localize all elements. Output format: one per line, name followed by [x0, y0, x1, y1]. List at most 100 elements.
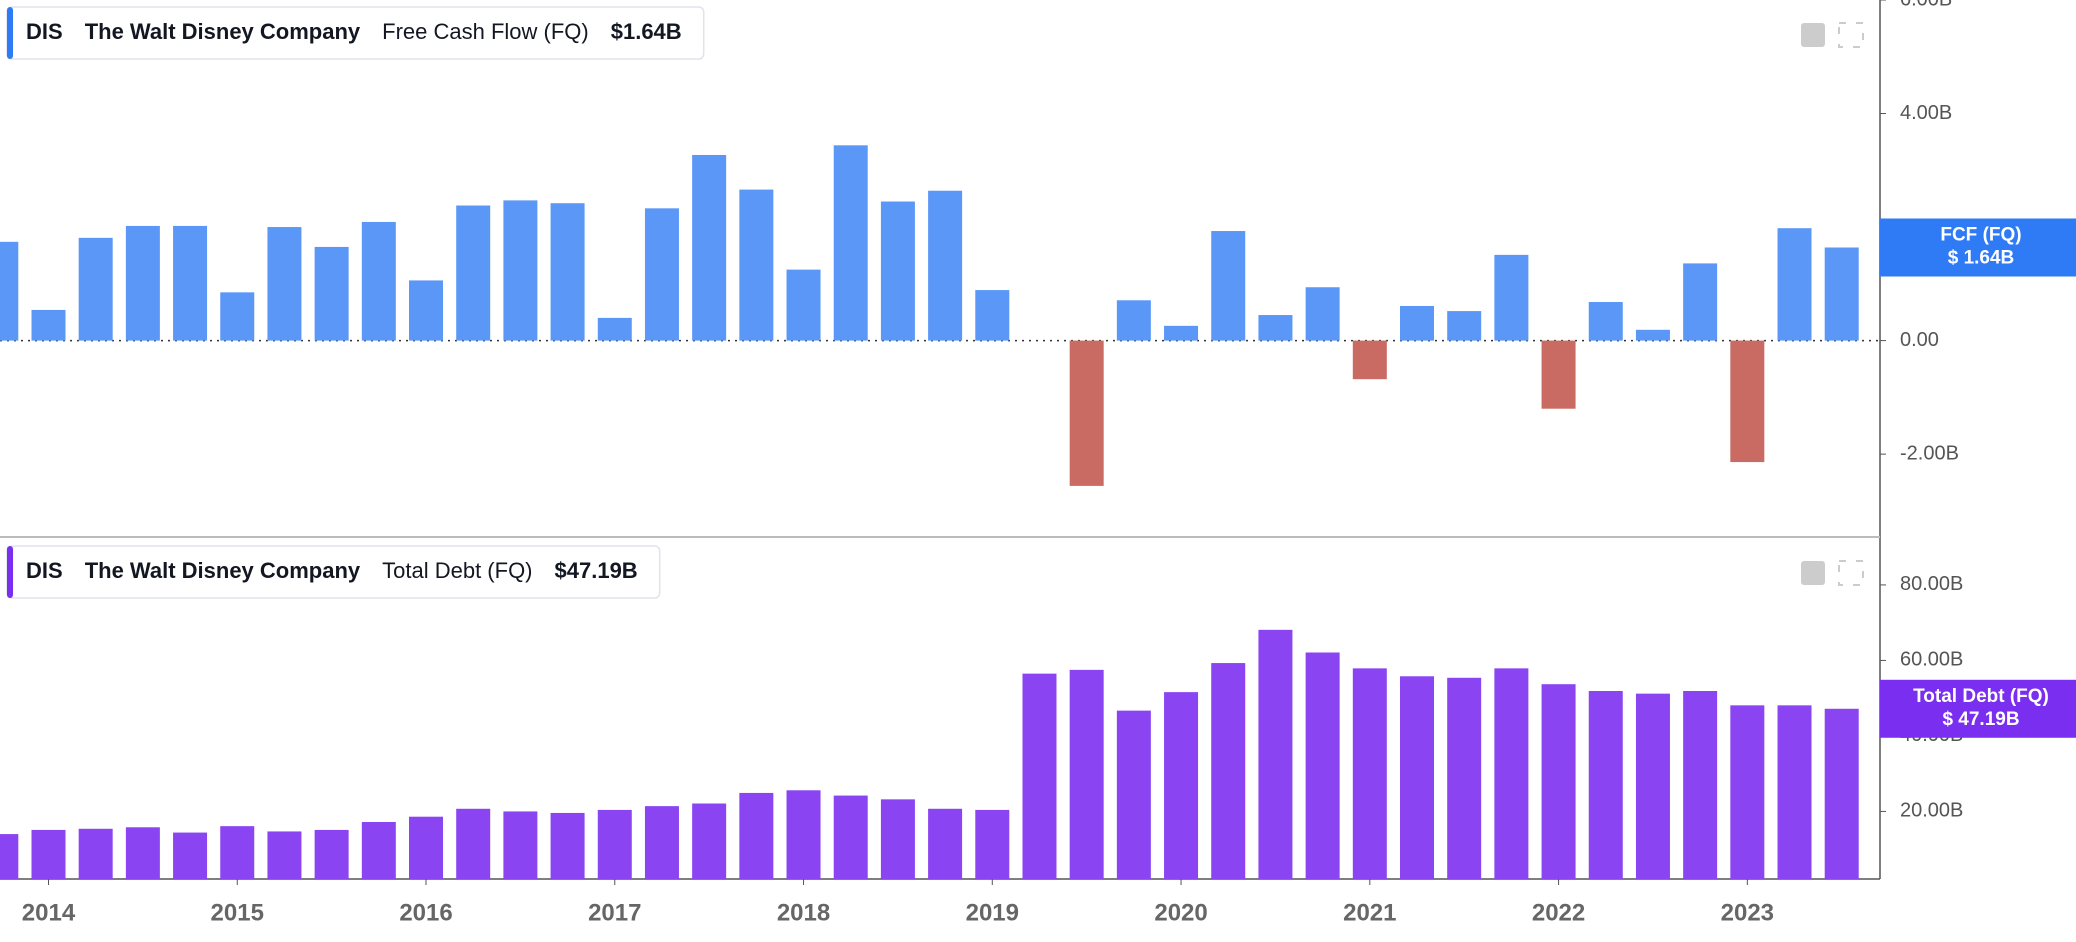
y-tick-label: 80.00B — [1900, 573, 1963, 595]
bar — [1116, 300, 1151, 341]
bar — [1305, 287, 1340, 341]
bar — [1352, 668, 1387, 879]
bar — [1541, 340, 1576, 409]
bar — [975, 809, 1010, 879]
bar — [1541, 684, 1576, 879]
x-tick-label: 2023 — [1721, 899, 1774, 926]
bar — [173, 225, 208, 341]
bar — [503, 200, 538, 341]
pane-icons — [1801, 22, 1864, 586]
bar — [975, 290, 1010, 341]
bar — [1447, 311, 1482, 341]
bar — [267, 227, 302, 341]
legend-metric: Total Debt (FQ) — [382, 558, 532, 583]
bar — [1305, 652, 1340, 879]
x-tick-label: 2014 — [22, 899, 76, 926]
bar — [1352, 340, 1387, 380]
bar — [1211, 231, 1246, 341]
bar — [1069, 340, 1104, 486]
bar — [739, 792, 774, 879]
bar — [503, 811, 538, 879]
bar — [692, 154, 727, 341]
y-tick-label: 4.00B — [1900, 102, 1952, 124]
bar — [456, 205, 491, 341]
bar — [1730, 340, 1765, 463]
bar — [361, 221, 396, 341]
bar — [314, 829, 349, 879]
bar — [1494, 668, 1529, 879]
bar — [1164, 692, 1199, 879]
bar — [597, 317, 632, 341]
bar — [550, 203, 585, 341]
fullscreen-icon[interactable] — [1838, 560, 1864, 586]
legend-latest: $47.19B — [555, 558, 638, 583]
bar — [1400, 305, 1434, 341]
bar — [550, 812, 585, 879]
bar — [1258, 315, 1293, 341]
download-icon[interactable] — [1801, 23, 1825, 47]
bar — [1022, 673, 1057, 879]
price-tag-name: Total Debt (FQ) — [1913, 686, 2049, 707]
bar — [833, 795, 868, 879]
bar — [1400, 676, 1434, 879]
legend-metric: Free Cash Flow (FQ) — [382, 19, 589, 44]
move-icon[interactable] — [1801, 561, 1825, 585]
bar — [880, 799, 915, 879]
x-tick-label: 2020 — [1154, 899, 1207, 926]
legend-ticker: DIS — [26, 19, 63, 44]
bar — [0, 834, 19, 879]
bar — [1777, 228, 1812, 341]
bar — [1824, 708, 1859, 879]
bar — [1116, 710, 1151, 879]
y-tick-label: 20.00B — [1900, 800, 1963, 822]
x-tick-label: 2021 — [1343, 899, 1396, 926]
x-tick-label: 2019 — [966, 899, 1019, 926]
bar — [78, 237, 113, 341]
bar — [125, 827, 160, 879]
bar — [1164, 325, 1199, 341]
x-tick-label: 2018 — [777, 899, 830, 926]
legend-latest: $1.64B — [611, 19, 682, 44]
bar — [78, 828, 113, 879]
price-tag — [1880, 679, 2076, 738]
bar — [692, 803, 727, 879]
bar — [1447, 677, 1482, 879]
bar — [220, 292, 255, 341]
y-tick-label: 0.00 — [1900, 329, 1939, 351]
bar — [314, 246, 349, 341]
bar — [928, 190, 963, 341]
bar — [1824, 247, 1859, 341]
bar — [644, 806, 679, 879]
bar — [928, 808, 963, 879]
legend-company: The Walt Disney Company — [85, 558, 361, 583]
bar — [361, 821, 396, 879]
bar — [173, 832, 208, 879]
bar — [1777, 705, 1812, 879]
bar — [456, 808, 491, 879]
bar — [1635, 693, 1670, 879]
price-tag-value: $ 47.19B — [1942, 709, 2019, 730]
bar — [1258, 629, 1293, 879]
bar — [1069, 669, 1104, 879]
bar — [880, 201, 915, 341]
bar — [786, 269, 821, 341]
bar — [1494, 254, 1529, 341]
bar — [1588, 301, 1623, 341]
bar — [1211, 663, 1246, 879]
bar — [1683, 691, 1718, 879]
price-tag-value: $ 1.64B — [1948, 248, 2015, 269]
y-tick-label: -2.00B — [1900, 442, 1959, 464]
bar — [1683, 263, 1718, 341]
legend-ticker: DIS — [26, 558, 63, 583]
x-tick-label: 2016 — [399, 899, 452, 926]
fullscreen-icon[interactable] — [1838, 22, 1864, 48]
bar — [1730, 705, 1765, 879]
x-tick-label: 2017 — [588, 899, 641, 926]
legend-accent — [7, 7, 13, 59]
bar — [1635, 329, 1670, 341]
bar — [409, 280, 444, 341]
bar — [125, 225, 160, 341]
x-tick-label: 2015 — [211, 899, 264, 926]
bar — [220, 826, 255, 879]
bar — [267, 831, 302, 879]
